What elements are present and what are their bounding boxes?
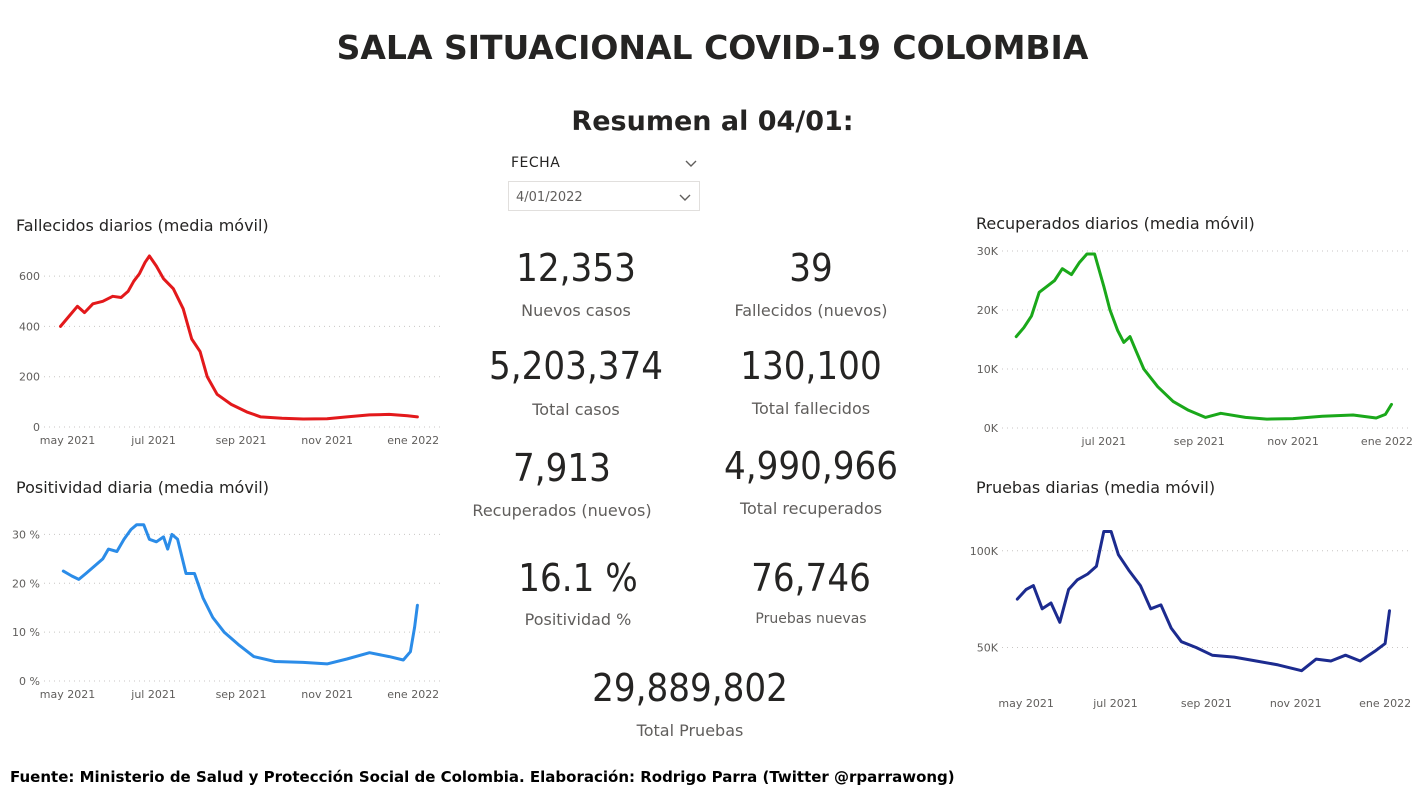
x-tick-label: ene 2022	[387, 434, 439, 447]
chart-title-recuperados: Recuperados diarios (media móvil)	[976, 214, 1255, 233]
chart-title-pruebas: Pruebas diarias (media móvil)	[976, 478, 1216, 497]
date-filter-value: 4/01/2022	[516, 190, 583, 205]
kpi-total-recovered-label: Total recuperados	[739, 499, 883, 518]
y-tick-label: 50K	[977, 641, 999, 654]
kpi-total-deaths-value: 130,100	[740, 344, 882, 388]
x-tick-label: jul 2021	[130, 688, 176, 701]
recuperados-series-line	[1014, 252, 1393, 421]
kpi-new-cases-label: Nuevos casos	[521, 301, 631, 320]
x-tick-label: ene 2022	[1359, 697, 1411, 710]
kpi-total-cases-value: 5,203,374	[488, 344, 664, 388]
date-filter-label: FECHA	[511, 155, 561, 171]
y-tick-label: 10K	[977, 363, 999, 376]
y-tick-label: 30K	[977, 245, 999, 258]
chart-title-fallecidos: Fallecidos diarios (media móvil)	[16, 216, 269, 235]
y-tick-label: 600	[19, 270, 40, 283]
page-title: SALA SITUACIONAL COVID-19 COLOMBIA	[336, 28, 1089, 67]
y-tick-label: 0	[33, 421, 40, 434]
kpi-new-cases-value: 12,353	[516, 246, 636, 290]
fallecidos-series-line	[59, 254, 419, 421]
x-tick-label: jul 2021	[1081, 435, 1127, 448]
kpi-new-deaths-value: 39	[789, 246, 833, 290]
x-tick-label: sep 2021	[216, 434, 267, 447]
kpi-new-recovered-value: 7,913	[513, 446, 611, 490]
y-tick-label: 0 %	[19, 675, 40, 688]
x-tick-label: sep 2021	[1181, 697, 1232, 710]
kpi-total-deaths-label: Total fallecidos	[751, 399, 871, 418]
kpi-total-recovered-value: 4,990,966	[723, 444, 899, 488]
x-tick-label: nov 2021	[1267, 435, 1319, 448]
y-tick-label: 20K	[977, 304, 999, 317]
x-tick-label: ene 2022	[1361, 435, 1413, 448]
kpi-total-tests-value: 29,889,802	[592, 666, 788, 710]
summary-subtitle: Resumen al 04/01:	[571, 106, 854, 137]
date-filter-dropdown[interactable]: 4/01/2022	[508, 181, 700, 211]
x-tick-label: may 2021	[998, 697, 1053, 710]
kpi-positivity-value: 16.1 %	[518, 556, 638, 600]
pruebas-series-line	[1015, 530, 1391, 673]
x-tick-label: nov 2021	[301, 688, 353, 701]
kpi-new-tests-label: Pruebas nuevas	[755, 611, 867, 627]
x-tick-label: nov 2021	[301, 434, 353, 447]
x-tick-label: jul 2021	[1092, 697, 1138, 710]
y-tick-label: 10 %	[12, 626, 40, 639]
kpi-total-cases-label: Total casos	[532, 400, 620, 419]
y-tick-label: 100K	[970, 545, 999, 558]
kpi-new-recovered-label: Recuperados (nuevos)	[472, 501, 652, 520]
x-tick-label: nov 2021	[1270, 697, 1322, 710]
kpi-total-tests-label: Total Pruebas	[636, 721, 744, 740]
y-tick-label: 30 %	[12, 528, 40, 541]
x-tick-label: jul 2021	[130, 434, 176, 447]
chart-title-positividad: Positividad diaria (media móvil)	[16, 478, 269, 497]
source-footer: Fuente: Ministerio de Salud y Protección…	[10, 768, 955, 786]
y-tick-label: 200	[19, 371, 40, 384]
y-tick-label: 20 %	[12, 577, 40, 590]
positividad-series-line	[61, 523, 419, 666]
kpi-new-tests-value: 76,746	[751, 556, 871, 600]
y-tick-label: 0K	[984, 422, 999, 435]
y-tick-label: 400	[19, 320, 40, 333]
x-tick-label: sep 2021	[216, 688, 267, 701]
chevron-down-icon	[679, 194, 691, 201]
chevron-down-icon[interactable]	[683, 155, 699, 171]
x-tick-label: may 2021	[40, 434, 95, 447]
kpi-positivity-label: Positividad %	[524, 610, 632, 629]
x-tick-label: may 2021	[40, 688, 95, 701]
kpi-new-deaths-label: Fallecidos (nuevos)	[734, 301, 888, 320]
x-tick-label: sep 2021	[1174, 435, 1225, 448]
x-tick-label: ene 2022	[387, 688, 439, 701]
